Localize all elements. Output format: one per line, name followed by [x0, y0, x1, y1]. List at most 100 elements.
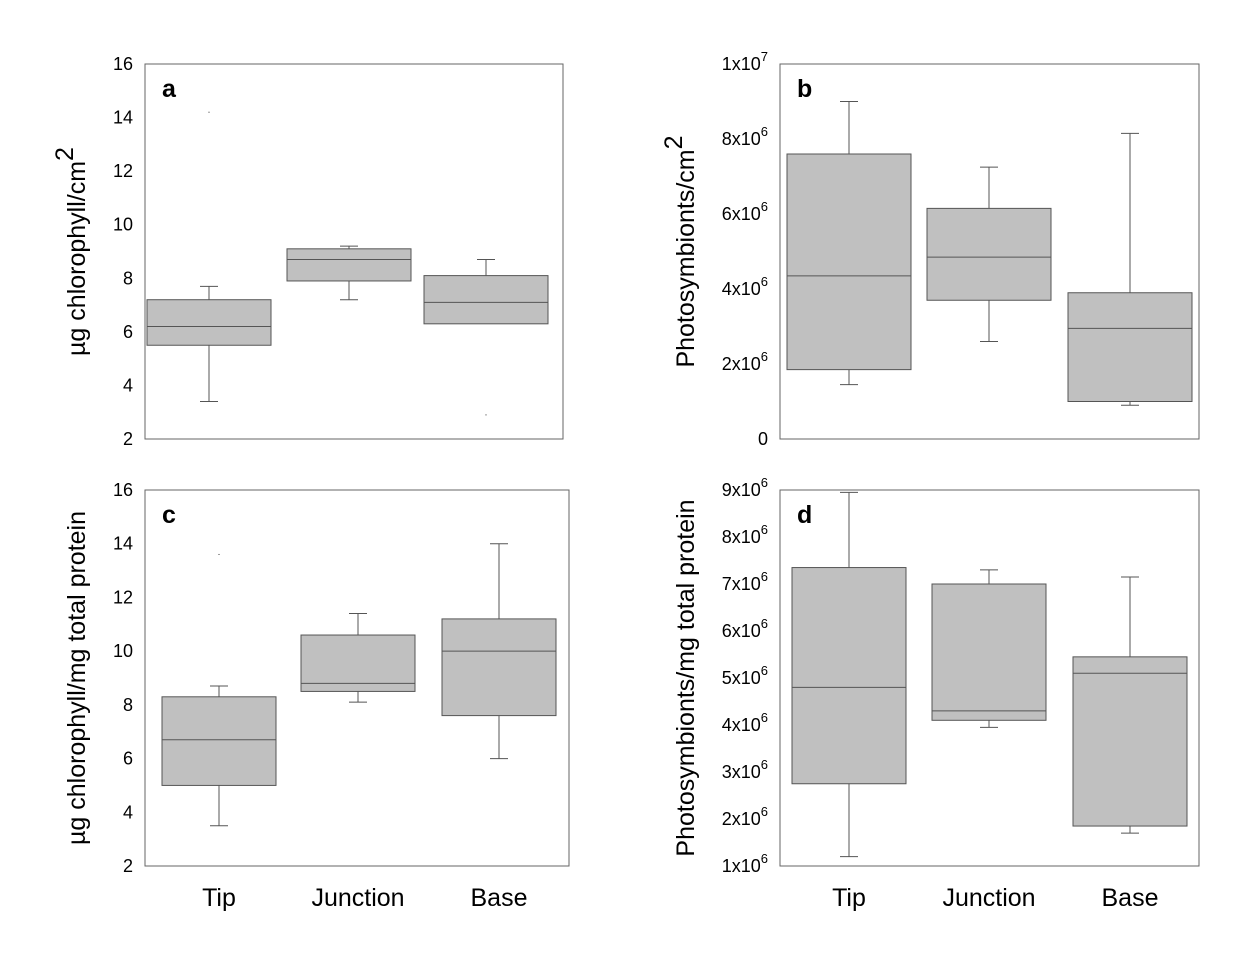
- panel-b: 02x1064x1066x1068x1061x107Photosymbionts…: [660, 49, 1200, 449]
- box-tip: [146, 111, 272, 402]
- y-tick-value: 16: [113, 54, 133, 74]
- box-junction: [926, 166, 1052, 342]
- category-label-base: Base: [471, 884, 528, 912]
- iqr-box: [1072, 656, 1188, 827]
- y-tick-exponent: 6: [761, 274, 768, 289]
- y-tick-label: 3x106: [722, 757, 768, 782]
- y-tick-exponent: 6: [761, 710, 768, 725]
- y-tick-value: 7x10: [722, 574, 761, 594]
- y-tick-value: 4x10: [722, 715, 761, 735]
- y-tick-value: 6x10: [722, 204, 761, 224]
- iqr-box: [423, 275, 549, 325]
- y-tick-exponent: 6: [761, 663, 768, 678]
- category-label-junction: Junction: [311, 884, 404, 912]
- y-tick-value: 12: [113, 587, 133, 607]
- y-tick-value: 1x10: [722, 856, 761, 876]
- y-tick-value: 4: [123, 375, 133, 395]
- iqr-box: [146, 299, 272, 346]
- y-tick-exponent: 6: [761, 124, 768, 139]
- panel-d: 1x1062x1063x1064x1065x1066x1067x1068x106…: [672, 475, 1200, 912]
- y-tick-label: 14: [113, 108, 133, 128]
- y-tick-label: 0: [758, 429, 768, 449]
- iqr-box: [1067, 292, 1193, 402]
- y-tick-exponent: 6: [761, 616, 768, 631]
- y-tick-value: 6: [123, 322, 133, 342]
- y-tick-exponent: 6: [761, 804, 768, 819]
- plot-frame: [779, 63, 1200, 440]
- y-tick-label: 8: [123, 268, 133, 288]
- box-base: [1072, 576, 1188, 834]
- y-tick-value: 16: [113, 480, 133, 500]
- y-tick-value: 12: [113, 161, 133, 181]
- y-tick-label: 8x106: [722, 522, 768, 547]
- y-tick-value: 10: [113, 641, 133, 661]
- y-tick-label: 1x107: [722, 49, 768, 74]
- iqr-box: [786, 153, 912, 371]
- y-tick-label: 16: [113, 480, 133, 500]
- y-tick-exponent: 7: [761, 49, 768, 64]
- y-tick-label: 6: [123, 749, 133, 769]
- y-tick-value: 8x10: [722, 129, 761, 149]
- y-axis-label: Photosymbionts/mg total protein: [672, 499, 700, 856]
- category-label-junction: Junction: [942, 884, 1035, 912]
- panel-a: 2 4 6 8 10 12 14 16 µg chlorophyll/cm2 a: [51, 54, 564, 449]
- y-tick-exponent: 6: [761, 522, 768, 537]
- y-tick-value: 8: [123, 695, 133, 715]
- y-tick-value: 2x10: [722, 809, 761, 829]
- y-tick-label: 2x106: [722, 349, 768, 374]
- box-tip: [161, 553, 277, 827]
- y-tick-value: 4x10: [722, 279, 761, 299]
- panel-letter: c: [162, 501, 176, 529]
- y-tick-label: 2: [123, 429, 133, 449]
- iqr-box: [791, 567, 907, 785]
- panel-letter: b: [797, 75, 812, 103]
- category-label-tip: Tip: [202, 884, 236, 912]
- y-tick-label: 8: [123, 695, 133, 715]
- y-tick-label: 10: [113, 641, 133, 661]
- y-tick-label: 1x106: [722, 851, 768, 876]
- y-tick-value: 14: [113, 534, 133, 554]
- y-axis-label: µg chlorophyll/mg total protein: [63, 511, 91, 845]
- y-tick-exponent: 6: [761, 199, 768, 214]
- y-tick-value: 5x10: [722, 668, 761, 688]
- y-axis-label: µg chlorophyll/cm2: [51, 147, 91, 356]
- y-tick-label: 14: [113, 534, 133, 554]
- box-base: [441, 543, 557, 760]
- y-tick-value: 2: [123, 429, 133, 449]
- panel-letter: a: [162, 75, 177, 103]
- y-tick-value: 9x10: [722, 480, 761, 500]
- category-label-tip: Tip: [832, 884, 866, 912]
- box-tip: [786, 101, 912, 386]
- y-tick-label: 7x106: [722, 569, 768, 594]
- y-axis-label-text: Photosymbionts/mg total protein: [672, 499, 700, 856]
- y-tick-label: 4: [123, 375, 133, 395]
- category-label-base: Base: [1102, 884, 1159, 912]
- y-tick-label: 12: [113, 161, 133, 181]
- y-tick-label: 6x106: [722, 199, 768, 224]
- iqr-box: [286, 248, 412, 282]
- y-axis-label: Photosymbionts/cm2: [660, 135, 700, 367]
- y-tick-label: 2x106: [722, 804, 768, 829]
- y-tick-value: 14: [113, 108, 133, 128]
- y-tick-value: 8: [123, 268, 133, 288]
- y-tick-label: 16: [113, 54, 133, 74]
- plot-frame: [144, 489, 570, 867]
- y-tick-value: 4: [123, 802, 133, 822]
- y-tick-label: 10: [113, 215, 133, 235]
- plot-frame: [779, 489, 1200, 867]
- y-tick-value: 1x10: [722, 54, 761, 74]
- y-tick-value: 2x10: [722, 354, 761, 374]
- plot-frame: [144, 63, 564, 440]
- y-tick-label: 8x106: [722, 124, 768, 149]
- y-axis-label-text: Photosymbionts/cm: [672, 149, 700, 367]
- y-tick-label: 2: [123, 856, 133, 876]
- iqr-box: [441, 618, 557, 717]
- box-junction: [286, 245, 412, 301]
- y-tick-value: 0: [758, 429, 768, 449]
- y-axis-label-text: µg chlorophyll/mg total protein: [63, 511, 91, 845]
- y-tick-value: 6: [123, 749, 133, 769]
- y-tick-label: 4x106: [722, 274, 768, 299]
- y-tick-label: 12: [113, 587, 133, 607]
- panel-letter: d: [797, 501, 812, 529]
